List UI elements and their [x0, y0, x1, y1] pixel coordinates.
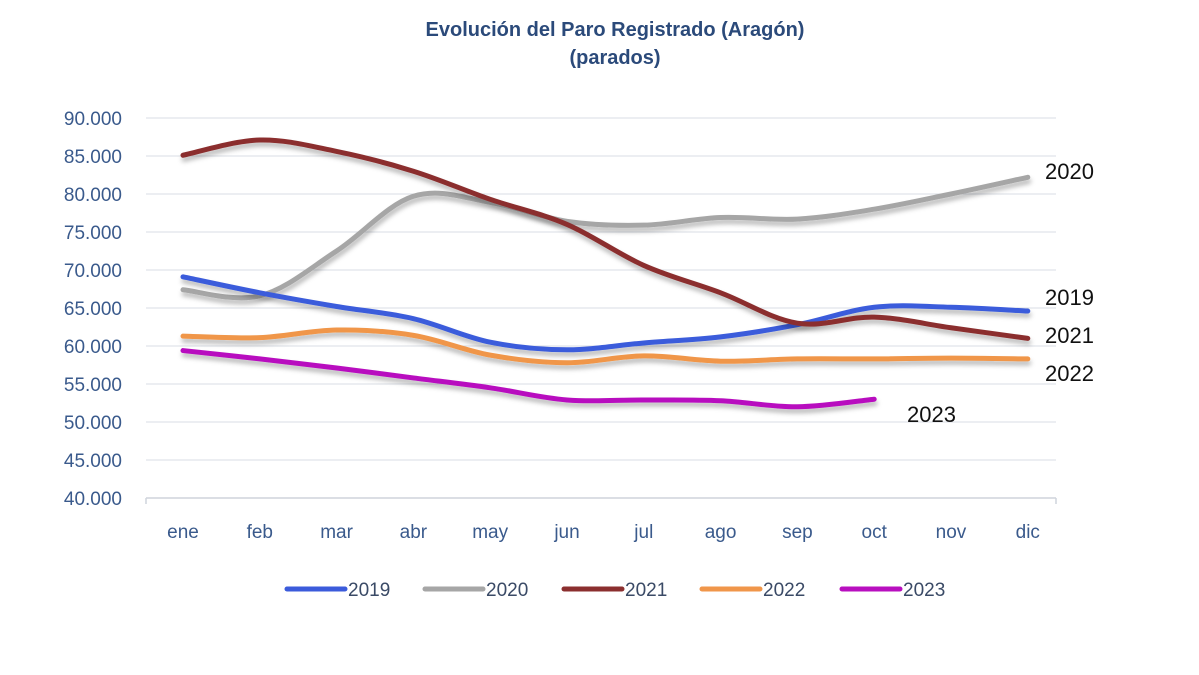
series-line-2021: [180, 137, 1031, 341]
x-tick-label: jun: [553, 522, 579, 543]
y-axis: 40.000 45.000 50.000 55.000 60.000 65.000 70.0…: [64, 109, 122, 510]
legend-label-2020: 2020: [486, 580, 528, 601]
y-tick-label: 60.000: [64, 337, 122, 358]
series-line-2022: [180, 327, 1031, 366]
series-line-2019: [180, 274, 1031, 353]
x-tick-label: dic: [1016, 522, 1040, 543]
y-tick-label: 55.000: [64, 375, 122, 396]
chart-subtitle: (parados): [569, 47, 661, 69]
x-tick-label: feb: [247, 522, 273, 543]
y-tick-label: 40.000: [64, 489, 122, 510]
end-label-2023: 2023: [907, 402, 956, 427]
end-label-2020: 2020: [1045, 159, 1094, 184]
x-tick-label: ene: [167, 522, 199, 543]
series-lines: [180, 137, 1031, 410]
x-tick-label: oct: [862, 522, 888, 543]
y-tick-label: 80.000: [64, 185, 122, 206]
x-tick-label: ago: [705, 522, 737, 543]
x-tick-label: nov: [936, 522, 967, 543]
legend: 2019 2020 2021 2022 2023: [284, 580, 945, 601]
series-end-labels: 2019 2020 2021 2022 2023: [907, 159, 1094, 427]
y-tick-label: 90.000: [64, 109, 122, 130]
y-tick-label: 70.000: [64, 261, 122, 282]
x-tick-label: abr: [400, 522, 428, 543]
x-axis: ene feb mar abr may jun jul ago sep oct nov dic: [145, 498, 1057, 543]
end-label-2019: 2019: [1045, 285, 1094, 310]
series-line-2020: [180, 174, 1031, 301]
chart-title-block: Evolución del Paro Registrado (Aragón) (…: [0, 16, 1199, 72]
y-tick-label: 45.000: [64, 451, 122, 472]
legend-label-2021: 2021: [625, 580, 667, 601]
x-tick-label: mar: [320, 522, 353, 543]
x-tick-label: jul: [633, 522, 653, 543]
y-tick-label: 75.000: [64, 223, 122, 244]
series-line-2023: [180, 348, 877, 410]
end-label-2021: 2021: [1045, 323, 1094, 348]
legend-label-2019: 2019: [348, 580, 390, 601]
chart-title: Evolución del Paro Registrado (Aragón): [425, 19, 805, 41]
y-tick-label: 65.000: [64, 299, 122, 320]
legend-label-2022: 2022: [763, 580, 805, 601]
legend-label-2023: 2023: [903, 580, 945, 601]
x-tick-label: sep: [782, 522, 813, 543]
y-tick-label: 50.000: [64, 413, 122, 434]
x-tick-label: may: [472, 522, 508, 543]
end-label-2022: 2022: [1045, 361, 1094, 386]
y-tick-label: 85.000: [64, 147, 122, 168]
gridlines: [146, 117, 1056, 499]
